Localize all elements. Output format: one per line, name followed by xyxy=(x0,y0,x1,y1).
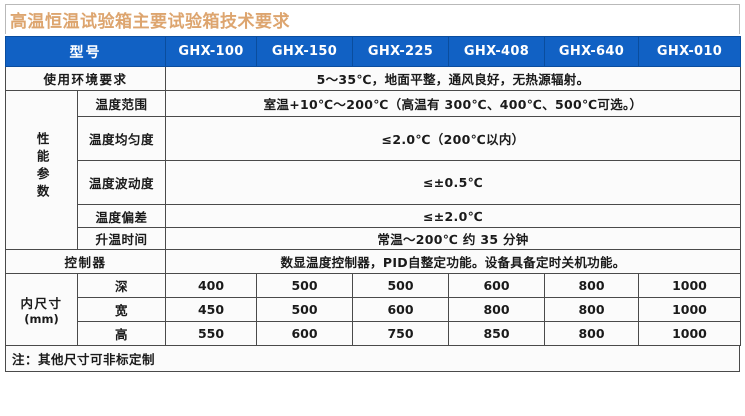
cell-depth-1: 500 xyxy=(256,273,353,298)
table-row-environment: 使用环境要求 5～35℃，地面平整，通风良好，无热源辐射。 xyxy=(5,66,741,91)
row-value-temp-fluctuation: ≤±0.5℃ xyxy=(165,160,741,205)
row-label-temp-deviation: 温度偏差 xyxy=(77,204,166,228)
cell-depth-2: 500 xyxy=(352,273,449,298)
row-value-temp-range: 室温+10℃～200℃（高温有 300℃、400℃、500℃可选。） xyxy=(165,90,741,117)
inner-dimensions-label-line2: (mm) xyxy=(24,312,59,326)
cell-height-2: 750 xyxy=(352,321,449,346)
cell-height-5: 1000 xyxy=(638,321,741,346)
cell-depth-4: 800 xyxy=(544,273,639,298)
cell-width-1: 500 xyxy=(256,297,353,322)
technical-requirements-table: 型号 GHX-100 GHX-150 GHX-225 GHX-408 GHX-6… xyxy=(5,36,741,346)
header-cell-model-2: GHX-225 xyxy=(352,36,449,67)
cell-height-4: 800 xyxy=(544,321,639,346)
row-value-heatup-time: 常温～200℃ 约 35 分钟 xyxy=(165,227,741,250)
page-title: 高温恒温试验箱主要试验箱技术要求 xyxy=(10,12,290,32)
table-row-controller: 控制器 数显温度控制器，PID自整定功能。设备具备定时关机功能。 xyxy=(5,249,741,274)
cell-width-3: 800 xyxy=(448,297,545,322)
header-cell-model-3: GHX-408 xyxy=(448,36,545,67)
row-value-environment: 5～35℃，地面平整，通风良好，无热源辐射。 xyxy=(165,66,741,91)
cell-width-2: 600 xyxy=(352,297,449,322)
row-label-controller: 控制器 xyxy=(5,249,166,274)
row-label-temp-uniformity: 温度均匀度 xyxy=(77,116,166,161)
row-value-temp-deviation: ≤±2.0℃ xyxy=(165,204,741,228)
table-header-row: 型号 GHX-100 GHX-150 GHX-225 GHX-408 GHX-6… xyxy=(5,36,741,67)
row-label-depth: 深 xyxy=(77,273,166,298)
row-value-temp-uniformity: ≤2.0℃（200℃以内） xyxy=(165,116,741,161)
header-cell-model-1: GHX-150 xyxy=(256,36,353,67)
table-row-dimension-depth: 内尺寸 (mm) 深 400 500 500 600 800 1000 xyxy=(5,273,741,346)
row-group-label-inner-dimensions: 内尺寸 (mm) xyxy=(5,273,78,346)
table-row-heatup-time: 升温时间 常温～200℃ 约 35 分钟 xyxy=(6,227,741,250)
header-cell-model-5: GHX-010 xyxy=(638,36,741,67)
cell-height-0: 550 xyxy=(165,321,257,346)
row-label-temp-fluctuation: 温度波动度 xyxy=(77,160,166,205)
table-row-temp-range: 性能参数 温度范围 室温+10℃～200℃（高温有 300℃、400℃、500℃… xyxy=(5,90,741,250)
cell-height-3: 850 xyxy=(448,321,545,346)
footer-note: 注：其他尺寸可非标定制 xyxy=(12,352,156,367)
cell-depth-5: 1000 xyxy=(638,273,741,298)
header-cell-model-label: 型号 xyxy=(5,36,166,67)
cell-depth-0: 400 xyxy=(165,273,257,298)
footer-note-row: 注：其他尺寸可非标定制 xyxy=(5,346,740,372)
row-label-temp-range: 温度范围 xyxy=(77,90,166,117)
row-label-environment: 使用环境要求 xyxy=(5,66,166,91)
table-row-temp-uniformity: 温度均匀度 ≤2.0℃（200℃以内） xyxy=(6,116,741,161)
table-row-temp-deviation: 温度偏差 ≤±2.0℃ xyxy=(6,204,741,228)
row-label-height: 高 xyxy=(77,321,166,346)
header-cell-model-0: GHX-100 xyxy=(165,36,257,67)
row-label-width: 宽 xyxy=(77,297,166,322)
cell-width-0: 450 xyxy=(165,297,257,322)
cell-width-4: 800 xyxy=(544,297,639,322)
header-cell-model-4: GHX-640 xyxy=(544,36,639,67)
row-group-label-performance: 性能参数 xyxy=(5,90,78,250)
document-title-bar: 高温恒温试验箱主要试验箱技术要求 xyxy=(5,4,740,34)
row-label-heatup-time: 升温时间 xyxy=(77,227,166,250)
cell-height-1: 600 xyxy=(256,321,353,346)
table-row-dimension-height: 高 550 600 750 850 800 1000 xyxy=(6,321,741,346)
inner-dimensions-label-line1: 内尺寸 xyxy=(20,296,63,311)
table-row-dimension-width: 宽 450 500 600 800 800 1000 xyxy=(6,297,741,322)
table-row-temp-fluctuation: 温度波动度 ≤±0.5℃ xyxy=(6,160,741,205)
cell-width-5: 1000 xyxy=(638,297,741,322)
row-value-controller: 数显温度控制器，PID自整定功能。设备具备定时关机功能。 xyxy=(165,249,741,274)
cell-depth-3: 600 xyxy=(448,273,545,298)
